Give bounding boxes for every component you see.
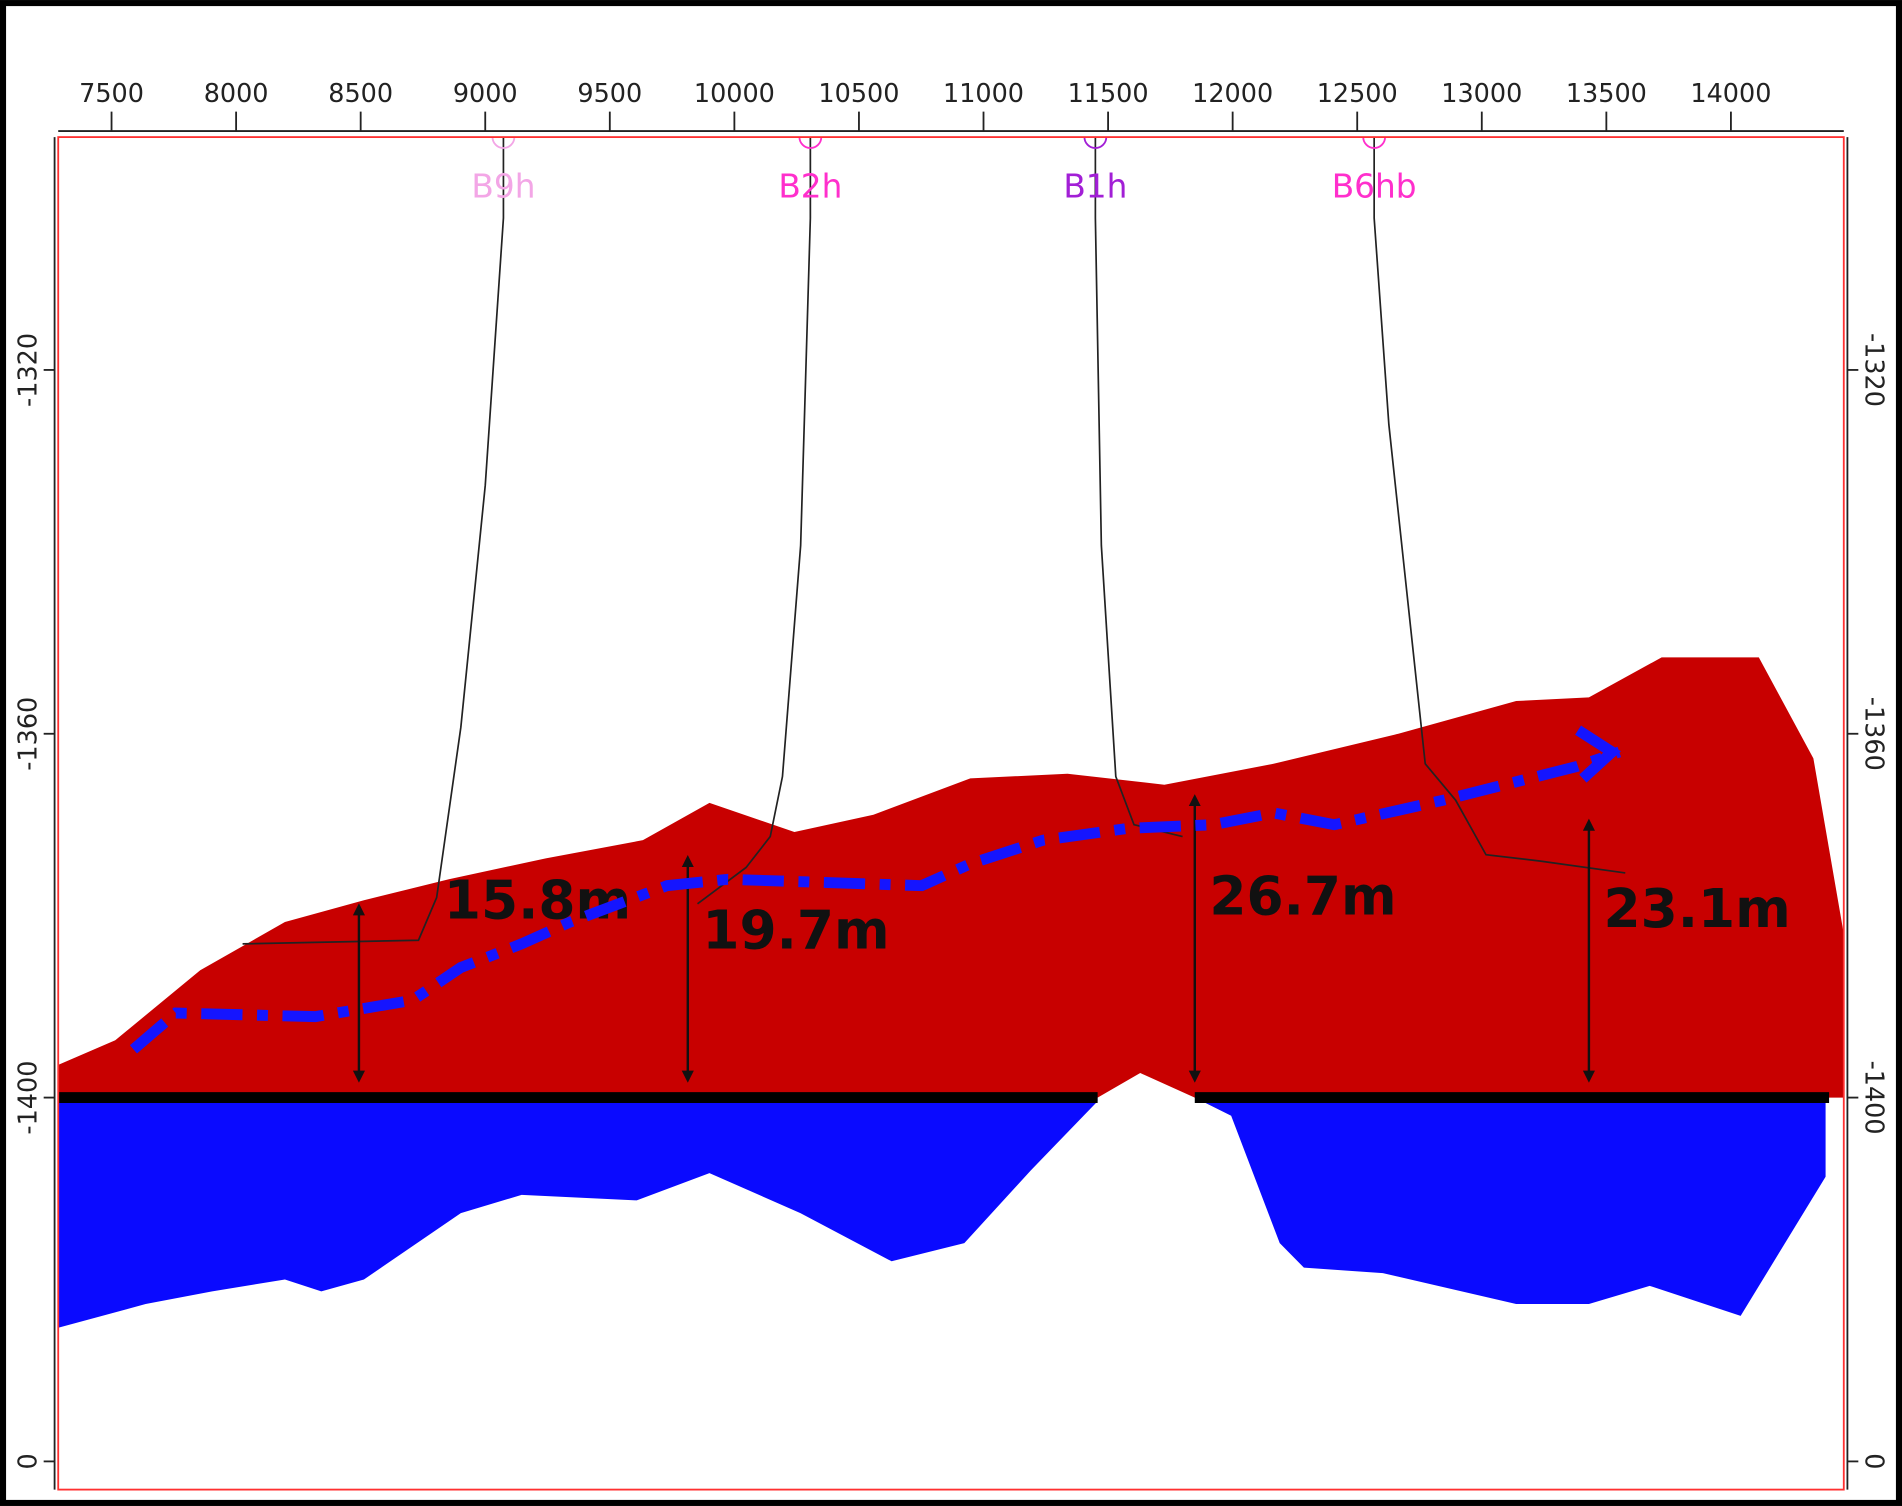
lower-layer bbox=[58, 1097, 1098, 1328]
thickness-label: 23.1m bbox=[1603, 877, 1790, 940]
thickness-label: 26.7m bbox=[1209, 865, 1396, 928]
well-label: B9h bbox=[471, 168, 535, 206]
well-trajectory bbox=[1373, 137, 1626, 874]
y-tick-label-right: -1400 bbox=[1859, 1061, 1889, 1135]
well-label: B2h bbox=[778, 168, 842, 206]
x-tick-label: 12500 bbox=[1317, 79, 1398, 109]
x-tick-label: 11500 bbox=[1068, 79, 1149, 109]
x-tick-label: 8500 bbox=[328, 79, 393, 109]
well-head bbox=[491, 137, 516, 149]
y-tick-label: -1400 bbox=[13, 1061, 43, 1135]
plot-area: B9h B2h B1h B6hb 15.8m 19.7m 26.7m 23.1m bbox=[58, 137, 1844, 1328]
y-tick-label-right: -1320 bbox=[1859, 333, 1889, 407]
thickness-label: 15.8m bbox=[444, 868, 631, 931]
y-tick-label-right: 0 bbox=[1859, 1453, 1889, 1469]
well-trajectory bbox=[242, 137, 505, 945]
well-head bbox=[1362, 137, 1386, 149]
x-tick-label: 9500 bbox=[577, 79, 642, 109]
plot-frame bbox=[57, 136, 1845, 1491]
x-tick-label: 13000 bbox=[1441, 79, 1522, 109]
x-tick-label: 9000 bbox=[453, 79, 518, 109]
trend-line bbox=[129, 746, 1622, 1054]
x-tick-label: 13500 bbox=[1566, 79, 1647, 109]
y-tick-label: -1320 bbox=[13, 333, 43, 407]
x-tick-label: 8000 bbox=[204, 79, 269, 109]
y-tick-label: 0 bbox=[13, 1453, 43, 1469]
y-tick-label: -1360 bbox=[13, 697, 43, 771]
well-trajectory bbox=[696, 137, 812, 905]
upper-layer bbox=[58, 657, 1844, 1098]
well-label: B6hb bbox=[1332, 168, 1417, 206]
well-head bbox=[798, 137, 823, 149]
x-tick-label: 11000 bbox=[943, 79, 1024, 109]
lower-layer bbox=[1194, 1097, 1826, 1316]
x-tick-label: 7500 bbox=[79, 79, 144, 109]
x-tick-label: 10500 bbox=[818, 79, 899, 109]
x-tick-label: 14000 bbox=[1690, 79, 1771, 109]
thickness-label: 19.7m bbox=[702, 899, 889, 962]
y-tick-label-right: -1360 bbox=[1859, 697, 1889, 771]
axes: 7500 8000 8500 9000 9500 10000 10500 11000 11500… bbox=[13, 79, 1888, 1470]
trend-arrowhead bbox=[1575, 725, 1621, 783]
well-label: B1h bbox=[1063, 168, 1127, 206]
x-tick-label: 10000 bbox=[694, 79, 775, 109]
well-head bbox=[1083, 137, 1108, 149]
x-tick-label: 12000 bbox=[1192, 79, 1273, 109]
